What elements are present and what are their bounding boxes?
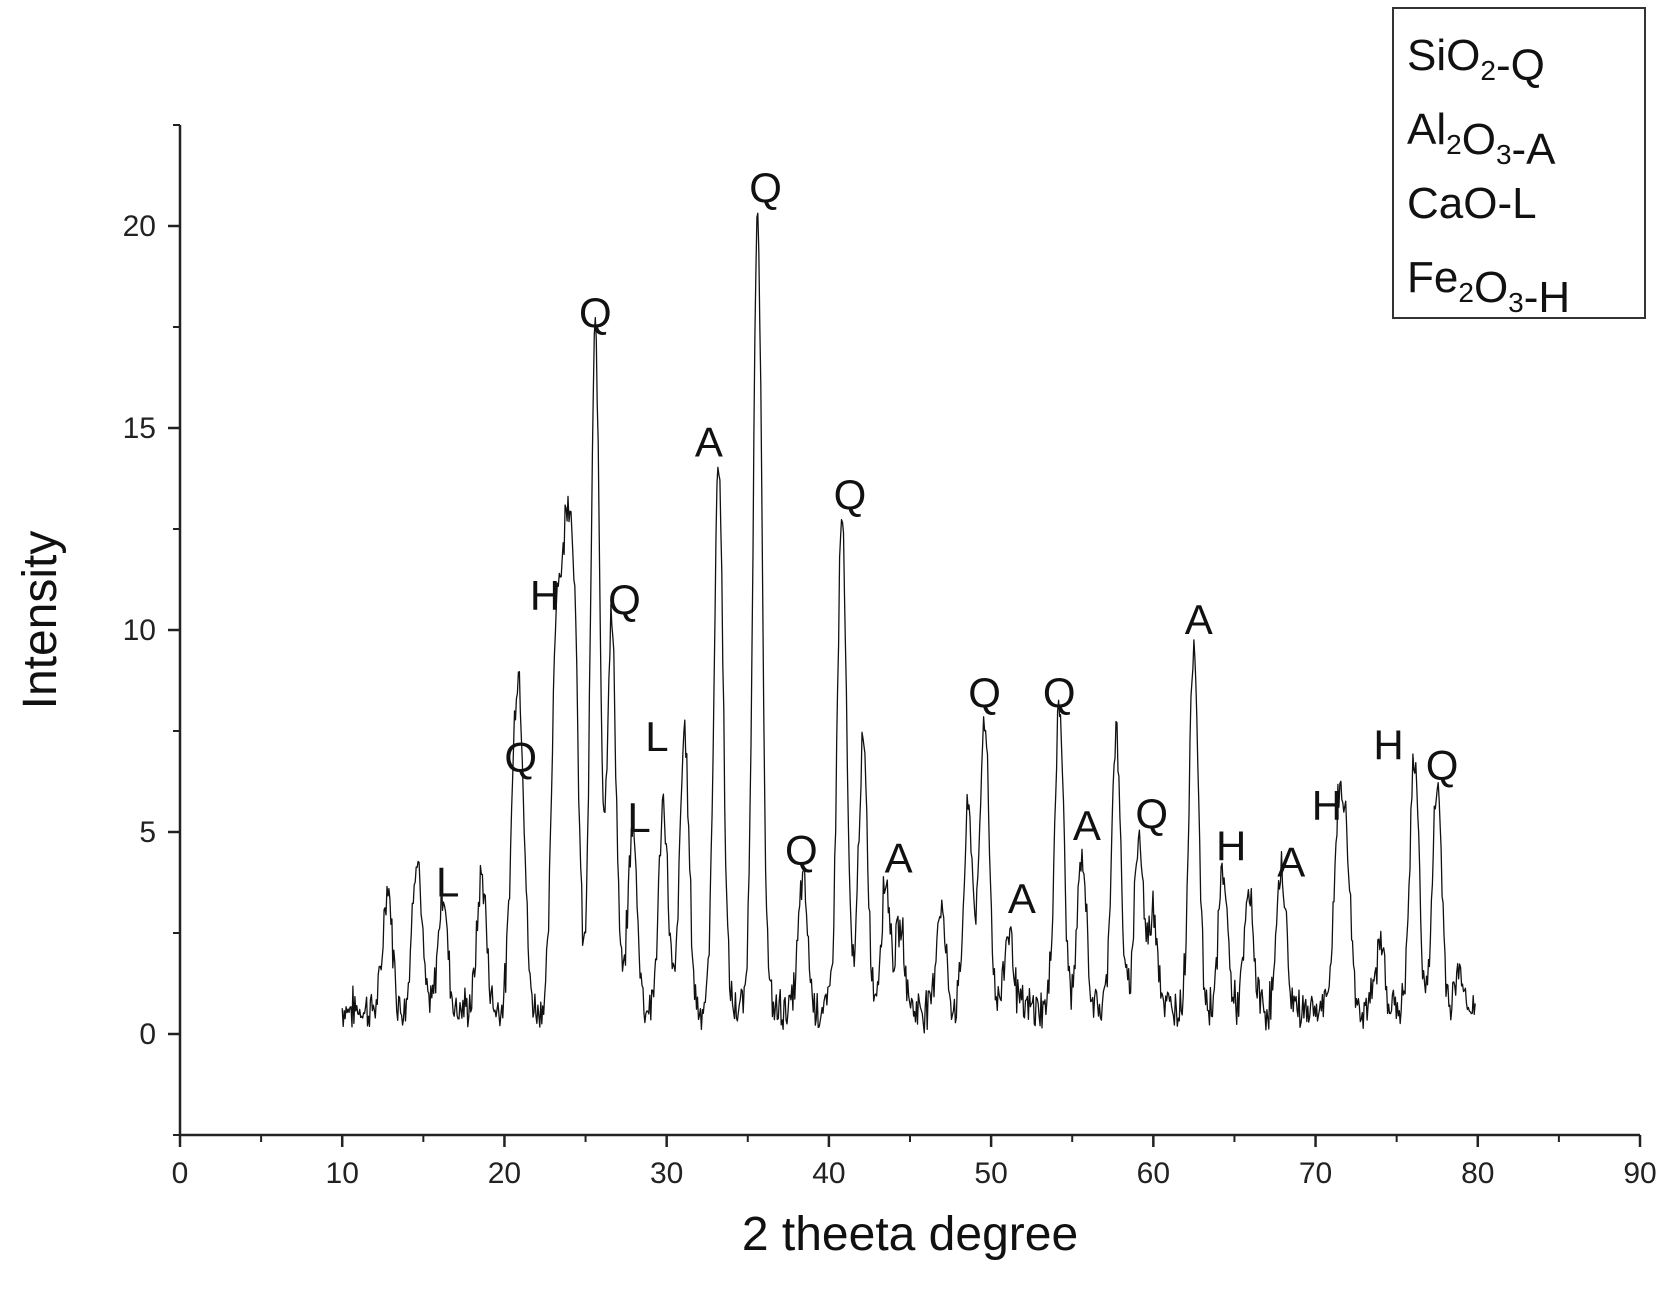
peak-label: H: [1373, 721, 1403, 768]
x-tick-label: 20: [488, 1157, 521, 1190]
legend-subscript: 2: [1480, 55, 1496, 86]
legend-text-part: O: [1462, 115, 1496, 164]
y-tick-label: 20: [123, 210, 156, 243]
legend-text-part: SiO: [1407, 31, 1480, 80]
peak-label: Q: [1043, 669, 1076, 716]
x-tick-label: 30: [650, 1157, 683, 1190]
y-tick-label: 10: [123, 614, 156, 647]
legend-entry: CaO-L: [1407, 179, 1537, 228]
y-axis-title: Intensity: [14, 531, 67, 710]
peak-label: H: [1216, 822, 1246, 869]
x-tick-label: 60: [1137, 1157, 1170, 1190]
x-tick-label: 40: [812, 1157, 845, 1190]
x-tick-label: 10: [326, 1157, 359, 1190]
peak-label: Q: [504, 733, 537, 780]
x-ticks: 0 10 20 30 40 50 60 70 80 90: [172, 1135, 1657, 1190]
peak-label: A: [1185, 596, 1213, 643]
x-tick-label: 90: [1623, 1157, 1656, 1190]
x-tick-label: 70: [1299, 1157, 1332, 1190]
legend-text-part: O: [1474, 263, 1508, 312]
legend-text-part: Fe: [1407, 253, 1458, 302]
legend-box: [1392, 7, 1646, 319]
xrd-pattern-line: [341, 212, 1476, 1034]
peak-label: A: [885, 834, 913, 881]
peak-label: H: [1312, 782, 1342, 829]
peak-label: L: [436, 859, 459, 906]
peak-label: Q: [968, 669, 1001, 716]
peak-label: A: [1073, 802, 1101, 849]
peak-label: H: [530, 572, 560, 619]
peak-label: A: [695, 418, 723, 465]
peak-label: L: [627, 794, 650, 841]
legend-entry: SiO2-Q: [1407, 31, 1545, 90]
y-tick-label: 5: [139, 816, 156, 849]
peak-label: Q: [579, 289, 612, 336]
legend-subscript: 2: [1458, 277, 1474, 308]
legend-text-part: -H: [1524, 273, 1570, 322]
peak-label: Q: [749, 164, 782, 211]
legend-entry: Al2O3-A: [1407, 105, 1556, 174]
x-axis-title: 2 theeta degree: [742, 1208, 1078, 1261]
y-ticks: 0 5 10 15 20: [123, 124, 180, 1136]
legend-text-part: Al: [1407, 105, 1446, 154]
legend-subscript: 2: [1446, 129, 1462, 160]
peak-label: A: [1277, 838, 1305, 885]
peak-label: Q: [1135, 790, 1168, 837]
peak-label: A: [1008, 875, 1036, 922]
peak-label: Q: [834, 471, 867, 518]
axes: 0 10 20 30 40 50 60 70 80 90 0 5 10 15 20: [123, 124, 1657, 1190]
legend-subscript: 3: [1496, 139, 1512, 170]
x-tick-label: 50: [974, 1157, 1007, 1190]
peak-label: L: [645, 713, 668, 760]
legend-text-part: -Q: [1496, 41, 1545, 90]
x-tick-label: 80: [1461, 1157, 1494, 1190]
legend-text-part: -A: [1512, 125, 1557, 174]
legend-subscript: 3: [1508, 287, 1524, 318]
legend-text-part: CaO-L: [1407, 179, 1537, 228]
peak-label: Q: [785, 826, 818, 873]
peak-label: Q: [608, 576, 641, 623]
peak-label: Q: [1426, 741, 1459, 788]
y-tick-label: 15: [123, 412, 156, 445]
y-tick-label: 0: [139, 1018, 156, 1051]
x-tick-label: 0: [172, 1157, 189, 1190]
legend-entry: Fe2O3-H: [1407, 253, 1570, 322]
